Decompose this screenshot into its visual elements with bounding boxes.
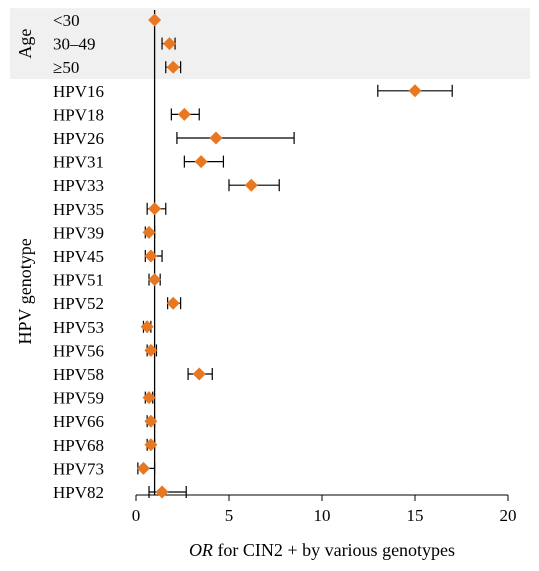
estimate-row — [148, 273, 162, 287]
odds-ratio-marker — [209, 131, 223, 145]
odds-ratio-marker — [148, 273, 162, 287]
odds-ratio-marker — [142, 391, 156, 405]
estimate-row — [165, 60, 182, 74]
odds-ratio-marker — [148, 13, 162, 27]
row-label: HPV31 — [53, 153, 104, 172]
row-label: HPV35 — [53, 200, 104, 219]
group-bands — [10, 8, 530, 80]
group-label-1: HPV genotype — [15, 238, 35, 344]
x-axis-label-italic: OR — [189, 540, 213, 560]
estimate-row — [187, 367, 213, 381]
estimate-row — [144, 343, 158, 357]
estimate-row — [148, 485, 187, 499]
x-tick-label: 15 — [407, 506, 424, 525]
estimate-row — [144, 438, 158, 452]
x-tick-label: 10 — [314, 506, 331, 525]
odds-ratio-marker — [244, 178, 258, 192]
estimate-row — [148, 13, 162, 27]
x-axis-label: OR for CIN2 + by various genotypes — [189, 540, 455, 560]
row-label: 30–49 — [53, 35, 96, 54]
row-label: ≥50 — [53, 58, 79, 77]
x-tick-label: 20 — [500, 506, 517, 525]
estimate-row — [146, 202, 167, 216]
row-label: HPV56 — [53, 341, 104, 360]
odds-ratio-marker — [136, 461, 150, 475]
odds-ratio-marker — [155, 485, 169, 499]
odds-ratio-marker — [144, 249, 158, 263]
row-label: HPV26 — [53, 129, 104, 148]
data-marks — [136, 13, 453, 499]
row-label: HPV45 — [53, 247, 104, 266]
estimate-row — [136, 461, 156, 475]
estimate-row — [183, 155, 225, 169]
estimate-row — [144, 249, 163, 263]
estimate-row — [161, 37, 176, 51]
row-label: HPV39 — [53, 223, 104, 242]
estimate-row — [170, 107, 200, 121]
estimate-row — [176, 131, 295, 145]
row-label: HPV73 — [53, 459, 104, 478]
odds-ratio-marker — [192, 367, 206, 381]
row-label: HPV82 — [53, 483, 104, 502]
row-label: HPV59 — [53, 389, 104, 408]
row-label: HPV53 — [53, 318, 104, 337]
odds-ratio-marker — [162, 37, 176, 51]
row-label: HPV18 — [53, 105, 104, 124]
row-label: <30 — [53, 11, 80, 30]
row-label: HPV66 — [53, 412, 104, 431]
group-band-0 — [10, 8, 530, 80]
estimate-row — [142, 225, 156, 239]
x-axis-label-rest: for CIN2 + by various genotypes — [213, 540, 455, 560]
x-tick-label: 0 — [132, 506, 141, 525]
x-tick-label: 5 — [225, 506, 234, 525]
group-labels: Age HPV genotype — [15, 29, 35, 345]
odds-ratio-marker — [408, 84, 422, 98]
estimate-row — [142, 391, 156, 405]
row-label: HPV52 — [53, 294, 104, 313]
odds-ratio-marker — [194, 155, 208, 169]
odds-ratio-marker — [142, 225, 156, 239]
group-label-0: Age — [15, 29, 35, 59]
odds-ratio-marker — [166, 60, 180, 74]
estimate-row — [228, 178, 280, 192]
odds-ratio-marker — [144, 414, 158, 428]
odds-ratio-marker — [144, 438, 158, 452]
row-label: HPV33 — [53, 176, 104, 195]
odds-ratio-marker — [144, 343, 158, 357]
odds-ratio-marker — [166, 296, 180, 310]
row-label: HPV68 — [53, 436, 104, 455]
row-label: HPV58 — [53, 365, 104, 384]
row-label: HPV16 — [53, 82, 104, 101]
estimate-row — [377, 84, 453, 98]
odds-ratio-marker — [140, 320, 154, 334]
estimate-row — [144, 414, 158, 428]
odds-ratio-marker — [177, 107, 191, 121]
row-labels: <30 30–49 ≥50 HPV16 HPV18 HPV26 HPV31 HPV33 HPV3… — [53, 11, 104, 502]
row-label: HPV51 — [53, 271, 104, 290]
odds-ratio-marker — [148, 202, 162, 216]
x-axis: 0 5 10 15 20 — [132, 494, 517, 525]
estimate-row — [140, 320, 154, 334]
estimate-row — [166, 296, 182, 310]
